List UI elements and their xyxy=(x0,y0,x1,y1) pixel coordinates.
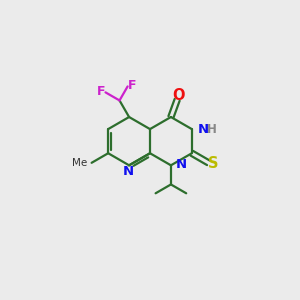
Text: Me: Me xyxy=(72,158,88,168)
Text: F: F xyxy=(128,79,136,92)
Text: F: F xyxy=(97,85,106,98)
Text: N: N xyxy=(122,165,134,178)
Text: N: N xyxy=(176,158,187,171)
Text: O: O xyxy=(172,88,185,103)
Text: N: N xyxy=(198,123,209,136)
Text: S: S xyxy=(208,157,219,172)
Text: H: H xyxy=(207,123,217,136)
